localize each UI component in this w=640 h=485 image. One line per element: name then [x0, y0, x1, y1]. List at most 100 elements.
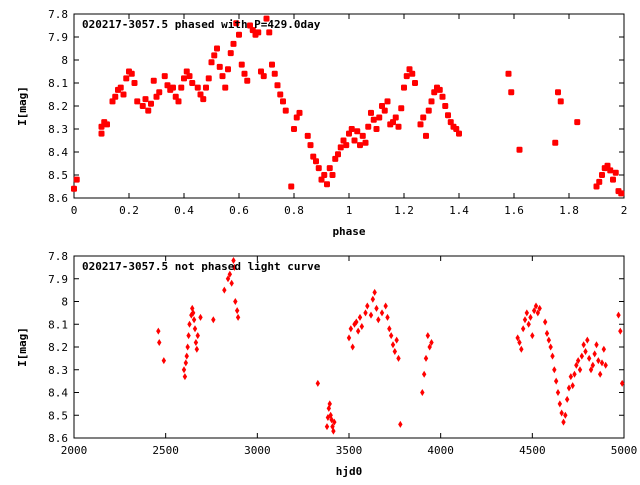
y-tick-label: 8.5 — [48, 169, 68, 182]
data-point — [153, 93, 160, 100]
data-point — [222, 286, 227, 294]
data-point — [431, 89, 438, 96]
data-point — [335, 151, 341, 158]
data-point — [616, 311, 621, 319]
data-point — [233, 298, 238, 305]
data-point — [192, 325, 198, 333]
data-point — [274, 82, 281, 89]
data-point — [384, 98, 391, 105]
data-point — [553, 377, 559, 385]
data-point — [439, 93, 446, 100]
data-point — [555, 89, 561, 96]
data-point — [304, 132, 311, 139]
data-point — [293, 114, 300, 121]
data-point — [332, 155, 339, 162]
data-point — [590, 361, 596, 369]
data-point — [142, 96, 149, 103]
x-axis-label: hjd0 — [336, 465, 363, 478]
data-point — [379, 309, 385, 317]
x-tick-label: 1.2 — [394, 204, 414, 217]
data-point — [552, 366, 557, 374]
y-tick-label: 8.1 — [48, 77, 68, 90]
data-point — [332, 418, 337, 426]
data-point — [599, 359, 605, 367]
data-point — [310, 153, 317, 160]
data-point — [296, 109, 303, 116]
x-tick-label: 2 — [621, 204, 628, 217]
data-point — [427, 343, 432, 351]
y-tick-label: 8.4 — [48, 146, 68, 159]
data-point — [197, 91, 204, 98]
x-tick-label: 0.2 — [119, 204, 139, 217]
data-point — [181, 75, 187, 82]
y-tick-label: 7.9 — [48, 273, 68, 286]
data-point — [612, 169, 619, 176]
data-point — [596, 357, 601, 365]
data-point — [282, 107, 289, 114]
data-point — [355, 327, 361, 335]
data-point — [227, 50, 234, 57]
data-point — [178, 84, 185, 91]
data-point — [150, 77, 157, 84]
data-point — [269, 61, 275, 68]
data-point — [535, 309, 541, 317]
data-point — [579, 352, 585, 360]
data-point — [619, 379, 625, 387]
data-point — [186, 332, 191, 340]
data-point — [230, 40, 237, 47]
data-point — [164, 82, 171, 89]
data-point — [537, 304, 542, 312]
data-point — [260, 73, 267, 80]
y-tick-label: 7.8 — [48, 8, 68, 21]
data-point — [117, 84, 124, 91]
data-point — [425, 107, 432, 114]
data-point — [357, 313, 363, 321]
data-point — [291, 126, 297, 132]
data-point — [128, 70, 135, 77]
data-point — [354, 128, 361, 135]
data-point — [453, 126, 460, 132]
x-tick-label: 1 — [346, 204, 353, 217]
data-point — [211, 316, 216, 324]
data-point — [390, 119, 396, 126]
data-point — [577, 366, 583, 374]
data-point — [190, 304, 195, 312]
data-point — [392, 114, 399, 121]
data-point — [343, 142, 350, 149]
chart-title: 020217-3057.5 phased with P=429.0day — [82, 18, 321, 31]
y-tick-label: 8 — [61, 296, 68, 309]
data-point — [370, 295, 376, 303]
data-point — [406, 66, 413, 73]
y-tick-label: 7.8 — [48, 250, 68, 263]
data-point — [544, 329, 550, 337]
data-point — [145, 107, 152, 114]
x-tick-label: 1.4 — [449, 204, 469, 217]
data-point — [588, 366, 594, 374]
data-point — [216, 63, 223, 70]
data-point — [526, 320, 531, 328]
y-tick-label: 7.9 — [48, 31, 68, 44]
data-point — [396, 354, 401, 362]
data-point — [552, 139, 559, 146]
data-point — [348, 325, 354, 333]
data-point — [383, 302, 388, 310]
data-point — [327, 400, 332, 408]
chart-panel-2: 2000 2500 3000 3500 4000 4500 5000 7.8 7.9 8 8.1 8.… — [16, 250, 637, 478]
data-point — [517, 338, 522, 346]
data-point — [368, 109, 374, 116]
data-point — [321, 172, 328, 178]
data-point — [376, 114, 383, 121]
chart-title: 020217-3057.5 not phased light curve — [82, 260, 321, 273]
data-point — [203, 84, 209, 91]
data-point — [280, 98, 286, 105]
data-point — [574, 119, 581, 126]
data-point — [359, 323, 365, 331]
data-point — [348, 126, 355, 132]
data-point — [596, 178, 603, 185]
data-point — [288, 183, 295, 190]
data-points — [71, 15, 625, 197]
x-tick-label: 3500 — [336, 444, 363, 457]
x-tick-label: 4000 — [427, 444, 454, 457]
data-point — [392, 348, 398, 356]
